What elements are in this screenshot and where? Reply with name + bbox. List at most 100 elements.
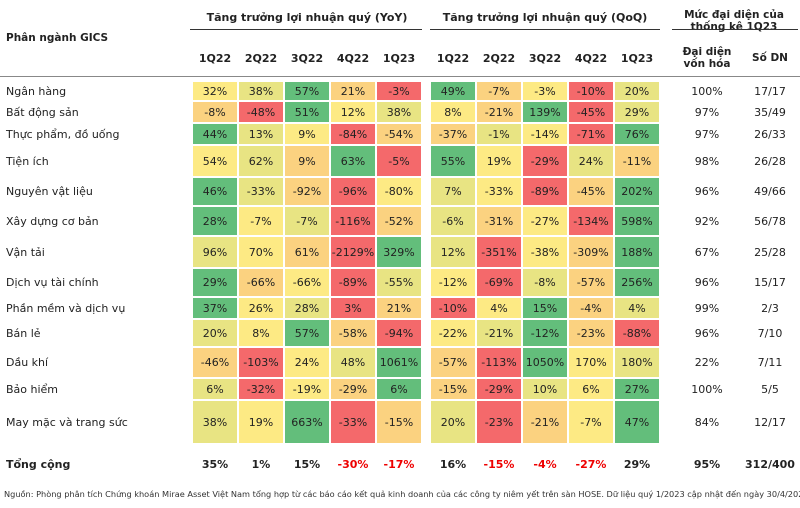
cell: -45% [568, 177, 614, 206]
sector-label: Phân ngành GICS [6, 32, 109, 44]
cell: 24% [568, 145, 614, 177]
cell: -17% [383, 457, 415, 471]
cell: -80% [376, 177, 422, 206]
cell: -351% [476, 236, 522, 268]
cell: 92% [694, 214, 720, 228]
cell: 24% [284, 347, 330, 378]
cell: 663% [284, 400, 330, 444]
cell: 96% [192, 236, 238, 268]
cell: -38% [522, 236, 568, 268]
cell: -69% [476, 268, 522, 297]
cell: 37% [192, 297, 238, 319]
cell: -33% [476, 177, 522, 206]
cell: 96% [694, 326, 720, 340]
cell: -58% [330, 319, 376, 347]
cell: 38% [376, 101, 422, 123]
cell: -37% [430, 123, 476, 145]
cell: 49% [430, 81, 476, 101]
cell: 26/33 [754, 127, 786, 141]
cell: 98% [694, 154, 720, 168]
cell: 7% [430, 177, 476, 206]
cell: 180% [614, 347, 660, 378]
row-label: Thực phẩm, đồ uống [6, 127, 120, 141]
group-title: Tăng trưởng lợi nhuận quý (YoY) [206, 10, 408, 24]
cell: -66% [284, 268, 330, 297]
cell: 8% [430, 101, 476, 123]
cell: -89% [330, 268, 376, 297]
cell: 97% [694, 127, 720, 141]
cell: 25/28 [754, 245, 786, 259]
cell: 15% [522, 297, 568, 319]
cell: -31% [476, 206, 522, 236]
cell: 15/17 [754, 276, 786, 289]
cell: -33% [238, 177, 284, 206]
cell: -46% [192, 347, 238, 378]
cell: 598% [614, 206, 660, 236]
cell: -3% [522, 81, 568, 101]
row-label: Tổng cộng [6, 457, 71, 471]
cell: 312/400 [745, 457, 795, 471]
row-label: Bán lẻ [6, 326, 41, 340]
cell: -66% [238, 268, 284, 297]
cell: -48% [238, 101, 284, 123]
cell: 95% [693, 457, 721, 471]
cell: 17/17 [754, 84, 786, 98]
cell: 329% [376, 236, 422, 268]
cell: 47% [614, 400, 660, 444]
rule [190, 29, 422, 30]
column-header: 2Q22 [244, 51, 278, 65]
cell: 29% [623, 457, 651, 471]
cell: 22% [694, 356, 720, 369]
cell: 1% [251, 457, 271, 471]
cell: -15% [483, 457, 515, 471]
cell: 96% [694, 276, 720, 289]
cell: 35/49 [754, 105, 786, 119]
cell: 57% [284, 319, 330, 347]
cell: 6% [376, 378, 422, 400]
cell: 7/11 [757, 356, 783, 369]
cell: 49/66 [754, 185, 786, 198]
cell: -21% [522, 400, 568, 444]
row-label: Ngân hàng [6, 84, 67, 98]
cell: -55% [376, 268, 422, 297]
cell: -23% [568, 319, 614, 347]
cell: -5% [376, 145, 422, 177]
cell: 4% [476, 297, 522, 319]
cell: -89% [522, 177, 568, 206]
cell: -96% [330, 177, 376, 206]
cell: 76% [614, 123, 660, 145]
cell: 8% [238, 319, 284, 347]
column-header: Đại diện vốn hóa [682, 46, 732, 70]
cell: 96% [694, 185, 720, 198]
cell: -7% [568, 400, 614, 444]
cell: 56/78 [754, 214, 786, 228]
cell: -57% [568, 268, 614, 297]
row-label: Dịch vụ tài chính [6, 276, 99, 289]
cell: 46% [192, 177, 238, 206]
cell: 26% [238, 297, 284, 319]
row-label: Bất động sản [6, 105, 79, 119]
cell: 9% [284, 123, 330, 145]
column-header: 1Q23 [382, 51, 416, 65]
cell: 6% [568, 378, 614, 400]
rule [430, 29, 660, 30]
row-label: Nguyên vật liệu [6, 185, 93, 198]
cell: -92% [284, 177, 330, 206]
cell: 1050% [522, 347, 568, 378]
cell: -52% [376, 206, 422, 236]
cell: -32% [238, 378, 284, 400]
cell: 26/28 [754, 154, 786, 168]
cell: 2/3 [761, 301, 779, 315]
cell: -7% [238, 206, 284, 236]
column-header: 3Q22 [528, 51, 562, 65]
cell: -54% [376, 123, 422, 145]
rule [0, 76, 800, 77]
cell: -57% [430, 347, 476, 378]
cell: -71% [568, 123, 614, 145]
cell: 21% [376, 297, 422, 319]
cell: 100% [691, 84, 723, 98]
row-label: Vận tải [6, 245, 45, 259]
cell: -309% [568, 236, 614, 268]
cell: 21% [330, 81, 376, 101]
